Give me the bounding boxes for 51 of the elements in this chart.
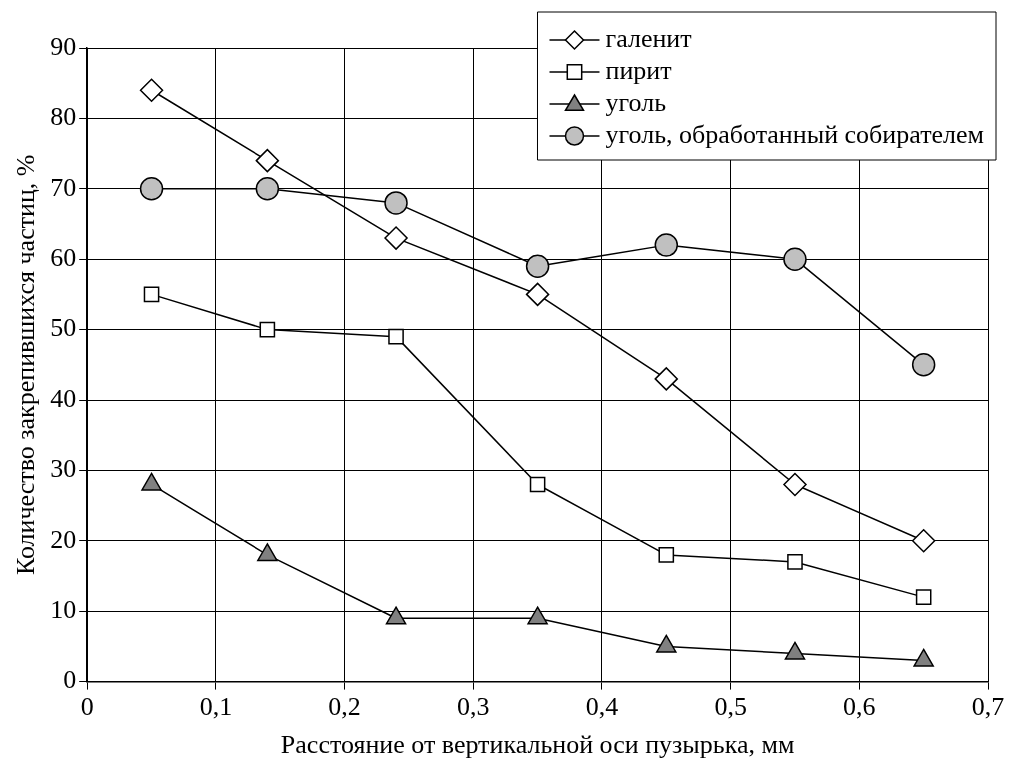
point: [139, 78, 164, 102]
y-tick-label: 0: [63, 665, 77, 695]
y-tick-label: 90: [50, 31, 77, 61]
point: [143, 286, 160, 303]
point: [525, 254, 550, 278]
y-tick-label: 50: [50, 313, 77, 343]
point: [525, 282, 550, 307]
point: [384, 226, 408, 250]
point: [527, 606, 548, 625]
legend-label: уголь, обработанный собирателем: [605, 119, 984, 149]
y-tick-label: 60: [50, 243, 77, 273]
point: [529, 476, 546, 493]
x-tick-label: 0,5: [714, 692, 747, 722]
x-tick-label: 0,2: [328, 692, 361, 722]
y-tick-label: 40: [50, 383, 77, 413]
point: [915, 589, 932, 605]
legend-label: уголь: [605, 87, 667, 117]
y-tick-label: 70: [50, 172, 77, 202]
y-tick-label: 80: [50, 102, 77, 132]
point: [784, 641, 806, 660]
legend-label: пирит: [605, 55, 672, 85]
point: [257, 543, 278, 562]
y-tick-label: 30: [50, 454, 77, 484]
point: [259, 321, 276, 338]
point: [255, 148, 280, 173]
y-tick-label: 20: [50, 524, 77, 554]
point: [911, 529, 936, 553]
point: [783, 247, 807, 271]
point: [385, 606, 407, 625]
legend-label: галенит: [605, 23, 692, 53]
point: [388, 328, 404, 345]
point: [654, 233, 679, 257]
point: [658, 547, 675, 563]
x-tick-label: 0,6: [843, 692, 876, 722]
point: [384, 191, 408, 215]
point: [911, 353, 936, 377]
point: [783, 472, 807, 497]
point: [787, 554, 803, 570]
point: [255, 177, 280, 201]
point: [141, 472, 162, 491]
x-axis-title: Расстояние от вертикальной оси пузырька, мм: [280, 730, 795, 760]
point: [913, 648, 934, 667]
x-tick-label: 0,1: [199, 692, 233, 722]
point: [656, 634, 677, 653]
x-tick-label: 0,4: [585, 692, 619, 722]
point: [139, 177, 164, 201]
y-axis-title: Количество закрепившихся частиц, %: [11, 154, 41, 576]
x-tick-label: 0,7: [971, 692, 1005, 722]
x-tick-label: 0,3: [457, 692, 490, 722]
y-tick-label: 10: [50, 595, 77, 625]
point: [654, 367, 679, 391]
